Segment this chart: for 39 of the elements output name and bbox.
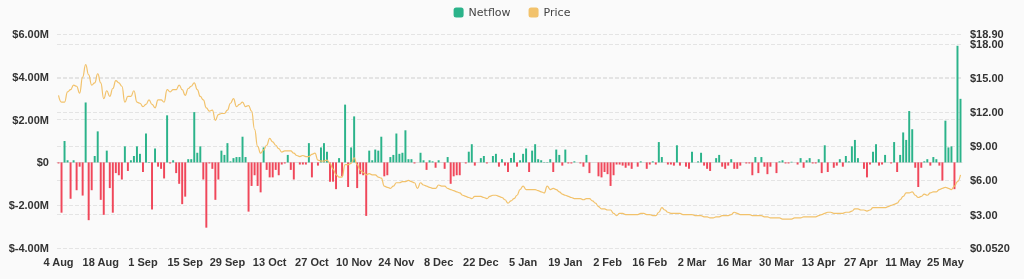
x-tick-label: 5 Jan — [509, 255, 538, 268]
y-tick-label: $6.00M — [12, 28, 49, 40]
x-tick-label: 13 Oct — [252, 255, 287, 268]
x-tick-label: 11 May — [885, 255, 923, 268]
x-tick-label: 2 Feb — [593, 255, 623, 268]
x-tick-label: 24 Nov — [378, 255, 416, 268]
y2-tick-label: $6.00 — [970, 174, 998, 187]
x-tick-label: 4 Aug — [43, 255, 74, 268]
legend-label: Price — [543, 6, 571, 19]
x-tick-label: 1 Sep — [128, 255, 158, 268]
x-tick-label: 30 Mar — [759, 255, 795, 268]
x-tick-label: 19 Jan — [548, 255, 583, 268]
y-tick-label: $-4.00M — [8, 242, 49, 254]
x-tick-label: 8 Dec — [423, 255, 454, 268]
x-tick-label: 16 Mar — [716, 255, 753, 268]
x-tick-label: 27 Apr — [844, 255, 879, 268]
line-series — [57, 64, 962, 220]
x-tick-label: 16 Feb — [632, 255, 668, 268]
y2-tick-label: $18.90 — [970, 28, 1004, 40]
y-tick-label: $-2.00M — [8, 199, 49, 212]
y2-tick-label: $3.00 — [970, 208, 998, 221]
y-tick-label: $4.00M — [12, 70, 49, 83]
x-tick-label: 10 Nov — [336, 255, 374, 268]
x-tick-label: 22 Dec — [463, 255, 499, 268]
legend-label: Netflow — [468, 6, 511, 19]
y2-tick-label: $12.00 — [970, 106, 1004, 119]
x-tick-label: 29 Sep — [209, 255, 246, 268]
y2-tick-label: $9.00 — [970, 140, 998, 153]
y2-tick-label: $18.00 — [970, 38, 1004, 51]
x-tick-label: 2 Mar — [677, 255, 708, 268]
y-tick-label: $2.00M — [12, 113, 49, 126]
x-tick-label: 27 Oct — [295, 255, 330, 268]
y-tick-label: $0 — [36, 156, 49, 169]
x-tick-label: 13 Apr — [801, 255, 837, 268]
x-tick-label: 25 May — [927, 255, 965, 268]
y2-tick-label: $0.0520 — [970, 242, 1010, 254]
x-tick-label: 18 Aug — [82, 255, 119, 268]
x-tick-label: 15 Sep — [167, 255, 204, 268]
y2-tick-label: $15.00 — [970, 72, 1004, 85]
